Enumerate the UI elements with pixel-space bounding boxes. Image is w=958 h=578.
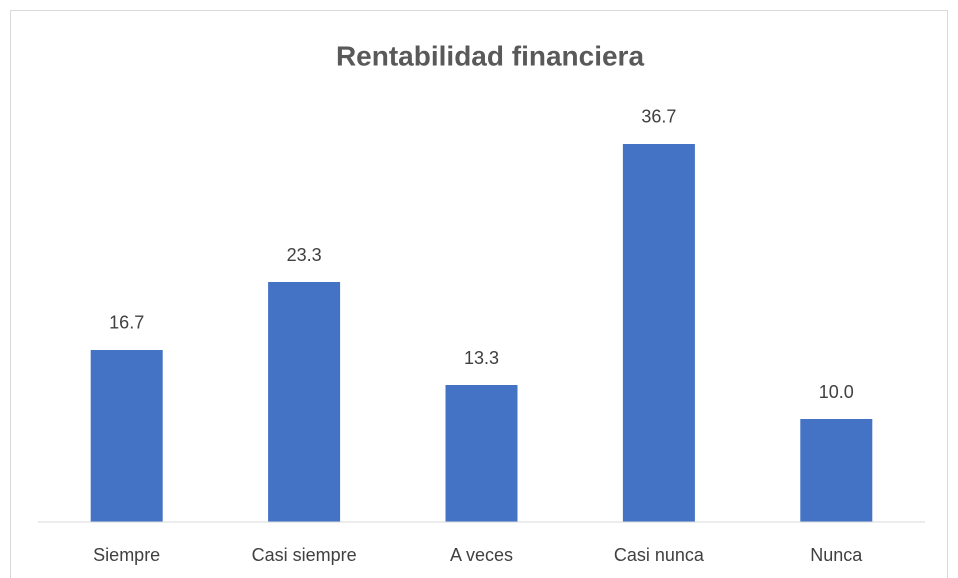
x-tick-label: Siempre xyxy=(93,545,160,565)
bar xyxy=(445,385,518,522)
data-label: 36.7 xyxy=(641,107,676,127)
chart-title: Rentabilidad financiera xyxy=(336,40,644,71)
data-label: 23.3 xyxy=(287,245,322,265)
x-tick-label: Casi nunca xyxy=(614,545,705,565)
x-tick-label: Casi siempre xyxy=(252,545,357,565)
x-tick-label: A veces xyxy=(450,545,513,565)
data-label: 13.3 xyxy=(464,348,499,368)
data-label: 16.7 xyxy=(109,313,144,333)
x-tick-label: Nunca xyxy=(810,545,863,565)
bar xyxy=(268,282,341,522)
bar xyxy=(90,349,163,522)
data-label: 10.0 xyxy=(819,382,854,402)
bar xyxy=(800,419,873,522)
bar xyxy=(622,143,695,523)
